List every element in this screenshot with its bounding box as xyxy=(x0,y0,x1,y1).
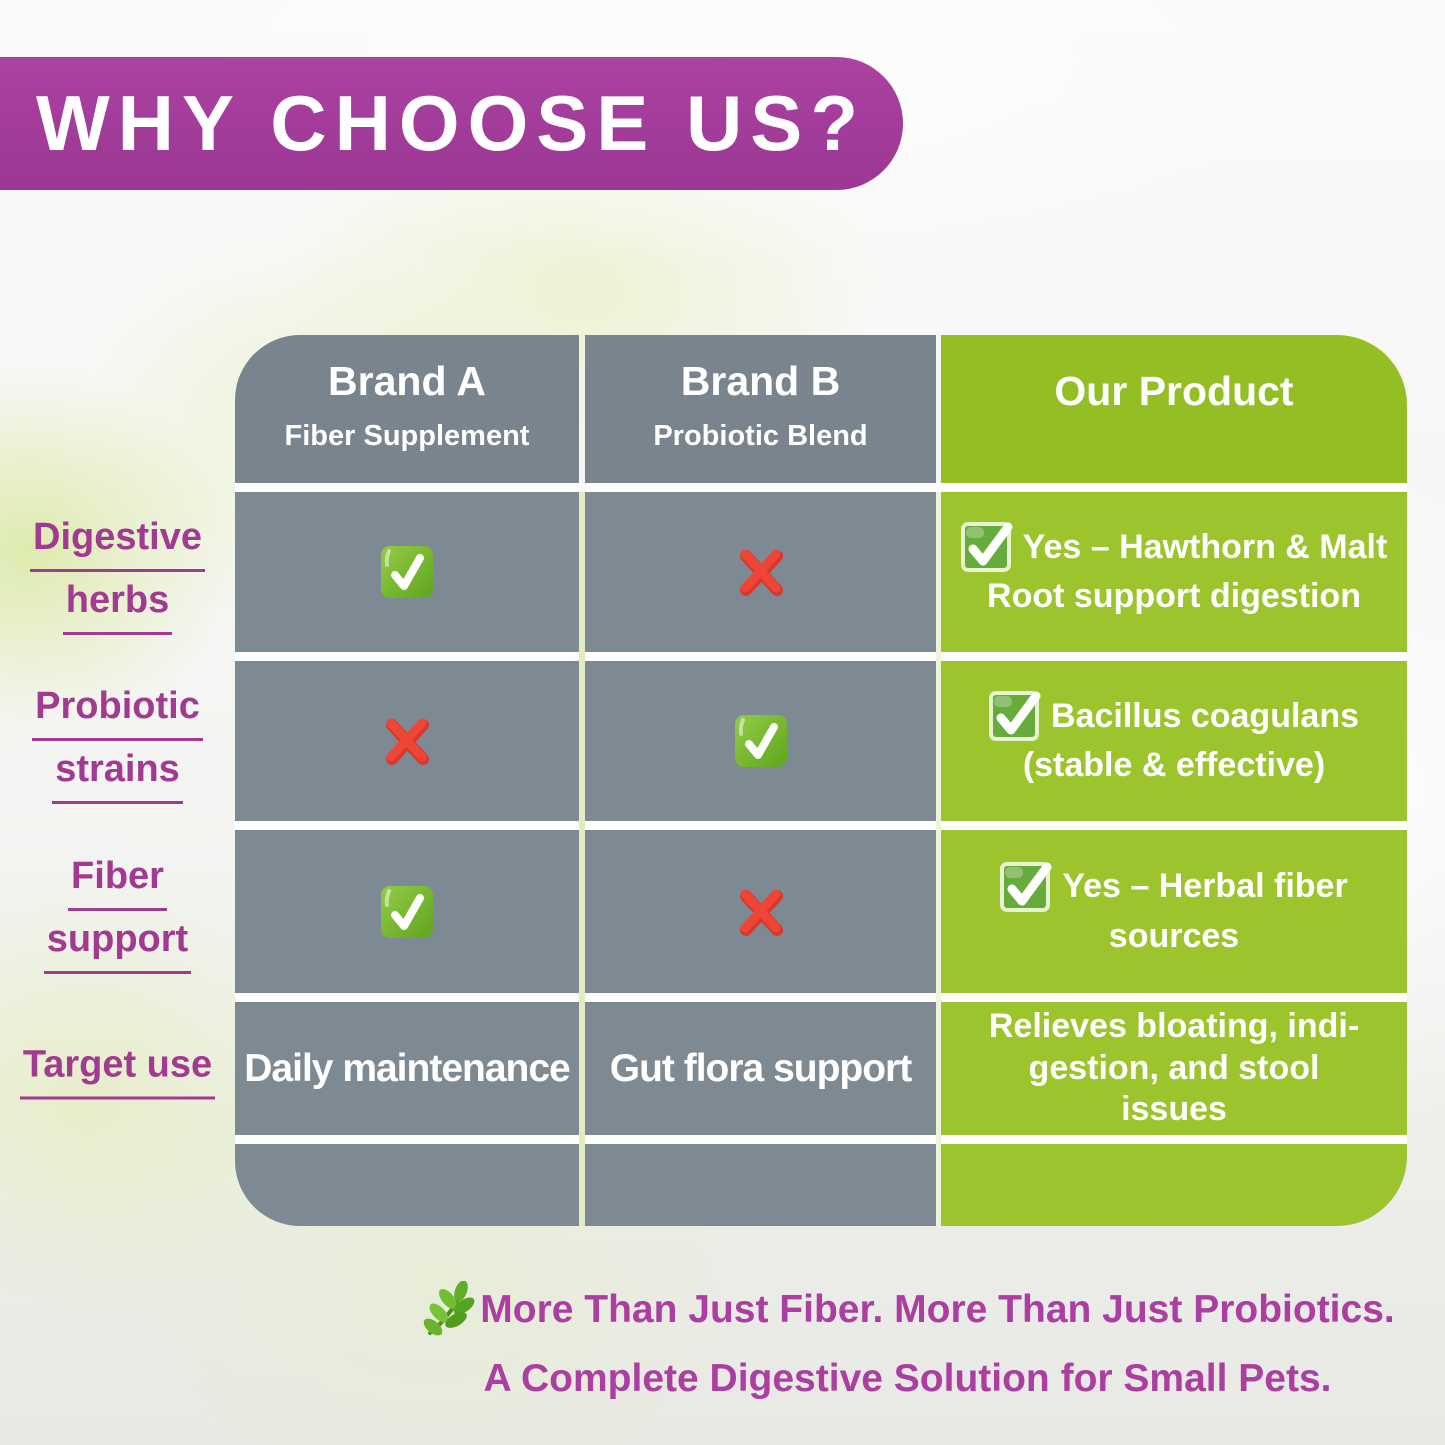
cell-brand-b-target-use: Gut flora support xyxy=(585,1002,936,1135)
check-icon xyxy=(381,885,433,938)
cell-text: Yes – Herbal fiber xyxy=(1062,867,1348,906)
cell-text: Yes – Hawthorn & Malt xyxy=(1022,527,1388,566)
table-footer-band-brand-a xyxy=(235,1144,579,1226)
cell-text: Bacillus coagulans xyxy=(1051,696,1359,735)
column-header-brand-b: Brand B Probiotic Blend xyxy=(585,335,936,483)
column-subtitle: Probiotic Blend xyxy=(653,420,868,453)
column-divider xyxy=(579,492,585,1226)
column-title: Brand B xyxy=(680,358,841,404)
cross-icon xyxy=(386,718,429,765)
row-separator xyxy=(235,1135,1407,1144)
cell-text: Relieves bloating, indi- xyxy=(988,1007,1360,1046)
tagline-text: More Than Just Fiber. More Than Just Pro… xyxy=(480,1288,1395,1331)
page-title: WHY CHOOSE US? xyxy=(36,79,866,167)
cross-icon xyxy=(739,549,783,596)
cell-brand-b-fiber-support xyxy=(585,830,936,993)
row-separator xyxy=(235,483,1407,492)
cross-icon xyxy=(739,889,783,936)
column-header-brand-a: Brand A Fiber Supplement xyxy=(235,335,579,483)
cell-brand-b-digestive-herbs xyxy=(585,492,936,652)
title-banner: WHY CHOOSE US? xyxy=(0,57,903,190)
cell-our-product-target-use: Relieves bloating, indi- gestion, and st… xyxy=(941,1002,1407,1135)
column-title: Our Product xyxy=(1054,368,1294,414)
cell-text: sources xyxy=(1108,916,1240,955)
cell-text: gestion, and stool xyxy=(1028,1048,1320,1087)
row-separator xyxy=(235,821,1407,830)
cell-our-product-fiber-support: Yes – Herbal fiber sources xyxy=(941,830,1407,993)
check-icon xyxy=(989,691,1041,742)
row-separator xyxy=(235,652,1407,661)
cell-brand-a-probiotic-strains xyxy=(235,661,579,821)
row-label-fiber-support: Fiber support xyxy=(0,848,235,974)
cell-text: Daily maintenance xyxy=(244,1046,570,1090)
check-icon xyxy=(381,546,433,598)
check-icon xyxy=(1000,861,1052,912)
column-subtitle: Fiber Supplement xyxy=(284,420,530,453)
leaf-icon xyxy=(423,1281,475,1336)
cell-our-product-digestive-herbs: Yes – Hawthorn & Malt Root support diges… xyxy=(941,492,1407,652)
cell-text: Root support digestion xyxy=(987,577,1361,616)
table-footer-band-brand-b xyxy=(585,1144,936,1226)
column-divider xyxy=(936,492,941,1226)
cell-text: issues xyxy=(1121,1090,1227,1129)
row-label-digestive-herbs: Digestive herbs xyxy=(0,509,235,635)
row-label-probiotic-strains: Probiotic strains xyxy=(0,678,235,804)
comparison-table: Brand A Fiber Supplement Brand B Probiot… xyxy=(235,335,1407,1226)
cell-our-product-probiotic-strains: Bacillus coagulans (stable & effective) xyxy=(941,661,1407,821)
tagline-text: A Complete Digestive Solution for Small … xyxy=(483,1357,1332,1400)
cell-brand-a-target-use: Daily maintenance xyxy=(235,1002,579,1135)
row-separator xyxy=(235,993,1407,1002)
check-icon xyxy=(734,715,787,767)
cell-text: Gut flora support xyxy=(609,1046,912,1090)
cell-text: (stable & effective) xyxy=(1022,746,1326,785)
column-header-our-product: Our Product xyxy=(941,335,1407,483)
tagline-line-1: More Than Just Fiber. More Than Just Pro… xyxy=(370,1281,1445,1339)
cell-brand-a-fiber-support xyxy=(235,830,579,993)
tagline: More Than Just Fiber. More Than Just Pro… xyxy=(370,1281,1445,1401)
column-title: Brand A xyxy=(328,358,486,404)
cell-brand-a-digestive-herbs xyxy=(235,492,579,652)
tagline-line-2: A Complete Digestive Solution for Small … xyxy=(370,1357,1445,1401)
check-icon xyxy=(960,522,1013,573)
table-footer-band-our-product xyxy=(941,1144,1407,1226)
row-label-target-use: Target use xyxy=(0,1037,235,1100)
cell-brand-b-probiotic-strains xyxy=(585,661,936,821)
